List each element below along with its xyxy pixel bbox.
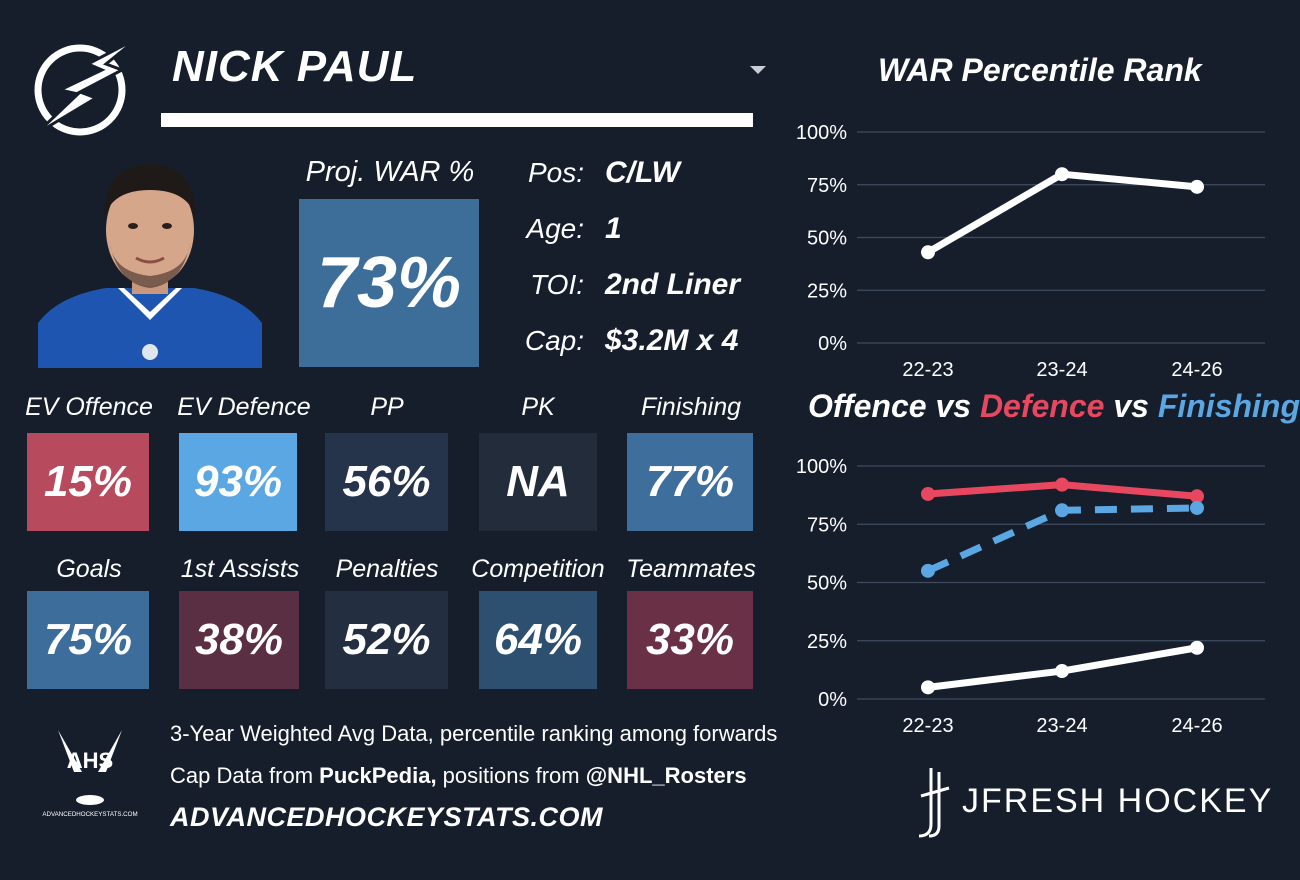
info-value: C/LW (605, 156, 680, 189)
x-tick-label: 24-26 (1171, 359, 1222, 381)
stat-label-first-assists: 1st Assists (180, 555, 300, 583)
data-point (1055, 664, 1069, 679)
info-label: Age: (526, 213, 584, 244)
stat-label-ev-defence: EV Defence (177, 393, 311, 421)
data-point (921, 486, 935, 501)
y-tick-label: 75% (807, 514, 847, 536)
stat-box-competition: 64% (479, 591, 597, 689)
x-tick-label: 22-23 (902, 359, 953, 381)
data-point (1190, 179, 1204, 194)
data-point (1190, 489, 1204, 504)
jfresh-brand: JFRESH HOCKEY (962, 782, 1274, 820)
name-underline (161, 113, 753, 127)
ahs-logo-subtext: ADVANCEDHOCKEYSTATS.COM (42, 811, 137, 818)
info-label: Cap: (524, 325, 584, 356)
data-point (921, 680, 935, 695)
credit-mid: positions from (436, 763, 586, 788)
y-tick-label: 100% (796, 456, 847, 478)
stat-label-pk: PK (521, 393, 555, 421)
data-point (1055, 503, 1069, 518)
x-tick-label: 23-24 (1036, 359, 1087, 381)
stat-label-pp: PP (370, 393, 404, 421)
data-point (1190, 500, 1204, 515)
data-point (1190, 640, 1204, 655)
stat-box-teammates: 33% (627, 591, 753, 689)
info-row-cap: Cap: $3.2M x 4 (520, 321, 739, 361)
ovd-title-vs: vs (926, 388, 980, 424)
stat-box-pp: 56% (325, 433, 448, 531)
lightning-bolt-icon (34, 36, 139, 136)
info-row-position: Pos: C/LW (520, 153, 680, 193)
projected-war-label: Proj. WAR % (305, 156, 475, 188)
stat-box-goals: 75% (27, 591, 149, 689)
info-value: 1 (605, 212, 622, 245)
ovd-title-vs: vs (1104, 388, 1158, 424)
credit-puckpedia[interactable]: PuckPedia, (319, 763, 437, 788)
stat-box-ev-offence: 15% (27, 433, 149, 531)
y-tick-label: 50% (807, 228, 847, 250)
stat-label-finishing: Finishing (640, 393, 742, 421)
credit-prefix: Cap Data from (170, 763, 320, 788)
stat-box-penalties: 52% (325, 591, 448, 689)
hockey-sticks-icon: AHS ADVANCEDHOCKEYSTATS.COM (42, 730, 138, 818)
y-tick-label: 0% (818, 689, 847, 711)
info-label: Pos: (527, 157, 584, 188)
y-tick-label: 0% (818, 333, 847, 355)
footer-url[interactable]: ADVANCEDHOCKEYSTATS.COM (170, 802, 604, 832)
ovd-chart-title: Offence vs Defence vs Finishing (808, 388, 1300, 425)
projected-war-value: 73% (299, 199, 479, 367)
chevron-down-icon[interactable] (750, 66, 766, 74)
ovd-chart: 100% 75% 50% 25% 0% 22-23 23-24 24-26 (796, 456, 1265, 737)
series-line (924, 170, 1201, 256)
info-label: TOI: (530, 269, 584, 300)
y-tick-label: 75% (807, 175, 847, 197)
stat-box-pk: NA (479, 433, 597, 531)
credit-nhl-rosters[interactable]: @NHL_Rosters (585, 763, 747, 788)
stat-label-goals: Goals (56, 555, 122, 583)
ovd-title-finishing: Finishing (1157, 388, 1300, 424)
stat-box-first-assists: 38% (179, 591, 299, 689)
info-row-age: Age: 1 (520, 209, 622, 249)
info-value: 2nd Liner (605, 268, 741, 301)
player-name: NICK PAUL (172, 42, 418, 91)
y-tick-label: 25% (807, 631, 847, 653)
stat-label-competition: Competition (471, 555, 605, 583)
y-tick-label: 25% (807, 280, 847, 302)
war-chart-title: WAR Percentile Rank (878, 52, 1202, 88)
footer-note: 3-Year Weighted Avg Data, percentile ran… (170, 721, 778, 746)
war-chart: 100% 75% 50% 25% 0% 22-23 23-24 24-26 (796, 122, 1265, 381)
series-line (926, 504, 1198, 575)
ovd-title-defence: Defence (979, 388, 1105, 424)
stat-box-finishing: 77% (627, 433, 753, 531)
data-point (1055, 477, 1069, 492)
data-point (921, 563, 935, 578)
data-point (921, 245, 935, 260)
ovd-title-offence: Offence (808, 388, 927, 424)
jfresh-logo-icon (918, 768, 950, 838)
ahs-logo-text: AHS (67, 748, 113, 773)
x-tick-label: 24-26 (1171, 715, 1222, 737)
info-value: $3.2M x 4 (605, 324, 739, 357)
stat-label-penalties: Penalties (335, 555, 439, 583)
player-headshot (38, 164, 262, 368)
x-tick-label: 23-24 (1036, 715, 1087, 737)
footer-credits: Cap Data from PuckPedia, positions from … (170, 763, 747, 789)
info-row-toi: TOI: 2nd Liner (520, 265, 740, 305)
data-point (1055, 167, 1069, 182)
stat-label-ev-offence: EV Offence (25, 393, 153, 421)
y-tick-label: 50% (807, 573, 847, 595)
y-tick-label: 100% (796, 122, 847, 144)
x-tick-label: 22-23 (902, 715, 953, 737)
stat-label-teammates: Teammates (626, 555, 756, 583)
stat-box-ev-defence: 93% (179, 433, 297, 531)
